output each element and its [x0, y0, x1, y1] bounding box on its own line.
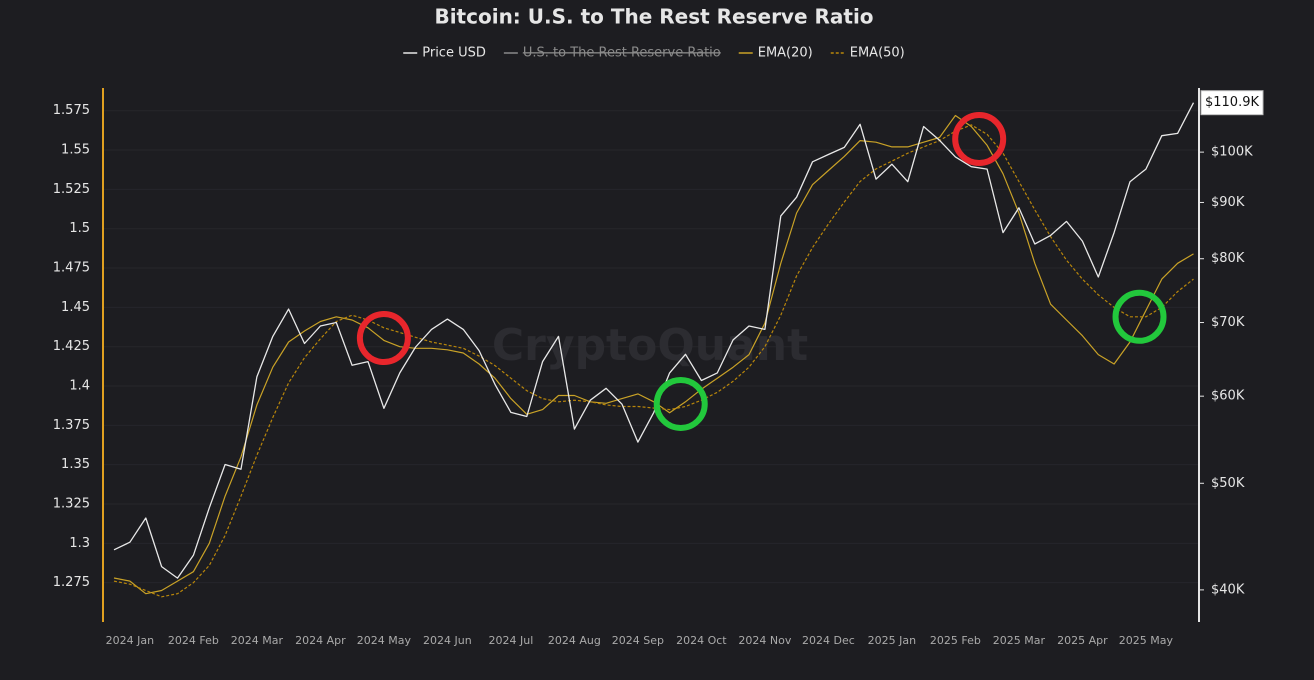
legend-item: EMA(20) [738, 46, 813, 61]
y-tick-label: 1.575 [53, 103, 90, 118]
x-tick-label: 2024 Jul [488, 634, 533, 647]
signal-circle [356, 311, 411, 366]
y2-tick-label: $40K [1211, 582, 1245, 597]
x-tick-label: 2024 Jun [423, 634, 472, 647]
legend-item: Price USD [403, 46, 486, 61]
y-tick-label: 1.525 [53, 182, 90, 197]
y2-tick-label: $50K [1211, 476, 1245, 491]
watermark: CryptoQuant [492, 320, 808, 371]
legend-item: U.S. to The Rest Reserve Ratio [503, 46, 721, 61]
x-tick-label: 2025 Feb [930, 634, 981, 647]
x-tick-label: 2024 Feb [168, 634, 219, 647]
y-tick-label: 1.3 [69, 536, 90, 551]
series-line [113, 124, 1194, 598]
y-tick-label: 1.325 [53, 497, 90, 512]
last-value-label: $110.9K [1205, 95, 1259, 110]
legend-label: EMA(50) [850, 46, 905, 61]
y-tick-label: 1.55 [61, 143, 90, 158]
x-tick-label: 2024 Sep [612, 634, 664, 647]
y-tick-label: 1.45 [61, 300, 90, 315]
y2-tick-label: $90K [1211, 195, 1245, 210]
legend-label: EMA(20) [758, 46, 813, 61]
x-tick-label: 2025 Apr [1057, 634, 1108, 647]
x-tick-label: 2025 Mar [993, 634, 1046, 647]
legend-label: Price USD [422, 46, 486, 61]
x-tick-label: 2024 Oct [676, 634, 727, 647]
last-value-box [1200, 90, 1264, 116]
y-tick-label: 1.375 [53, 418, 90, 433]
signal-circle [1112, 289, 1167, 344]
grid [104, 110, 1198, 584]
x-tick-label: 2025 May [1119, 634, 1174, 647]
series-line [113, 102, 1195, 579]
x-tick-label: 2024 Dec [802, 634, 855, 647]
x-tick-label: 2024 Apr [295, 634, 346, 647]
x-tick-label: 2024 Mar [231, 634, 284, 647]
y-tick-label: 1.5 [69, 221, 90, 236]
y2-tick-label: $60K [1211, 389, 1245, 404]
legend-item: EMA(50) [830, 46, 905, 61]
y-tick-label: 1.475 [53, 261, 90, 276]
y-tick-label: 1.35 [61, 457, 90, 472]
signal-circle [952, 112, 1007, 167]
y2-tick-label: $70K [1211, 315, 1245, 330]
series-line [113, 114, 1194, 595]
y2-tick-label: $80K [1211, 251, 1245, 266]
x-tick-label: 2024 Aug [548, 634, 601, 647]
y2-tick-label: $100K [1211, 145, 1253, 160]
signal-circle [653, 376, 708, 431]
x-tick-label: 2024 Jan [106, 634, 154, 647]
x-tick-label: 2024 Nov [738, 634, 791, 647]
x-tick-label: 2025 Jan [868, 634, 916, 647]
y-tick-label: 1.425 [53, 339, 90, 354]
x-tick-label: 2024 May [357, 634, 412, 647]
y-tick-label: 1.4 [69, 379, 90, 394]
chart-title: Bitcoin: U.S. to The Rest Reserve Ratio [434, 5, 873, 29]
legend: Price USD U.S. to The Rest Reserve Ratio E… [403, 46, 905, 61]
y-tick-label: 1.275 [53, 575, 90, 590]
